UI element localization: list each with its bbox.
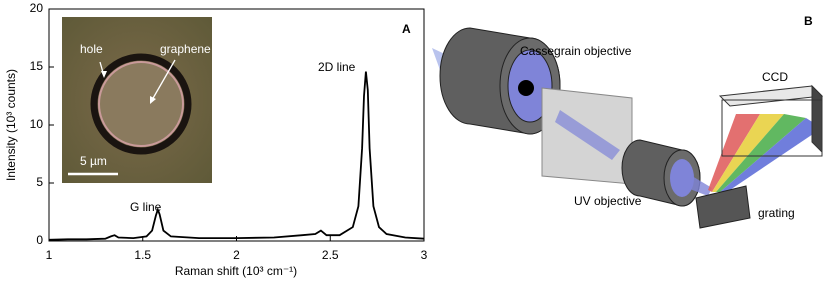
- panel-label: A: [402, 22, 411, 36]
- x-tick-label: 2.5: [322, 248, 339, 262]
- inset-label: hole: [80, 42, 103, 56]
- inset-label: graphene: [160, 42, 211, 56]
- y-tick-label: 10: [30, 117, 44, 131]
- x-tick-label: 1: [46, 248, 53, 262]
- y-tick-label: 5: [36, 175, 43, 189]
- y-tick-label: 0: [36, 233, 43, 247]
- y-tick-label: 15: [30, 59, 44, 73]
- x-tick-label: 3: [421, 248, 428, 262]
- annotation: 2D line: [318, 60, 356, 74]
- annotation: G line: [130, 200, 162, 214]
- x-tick-label: 1.5: [134, 248, 151, 262]
- diagram-label: UV objective: [574, 194, 642, 208]
- spectrum-line: [48, 71, 425, 241]
- scale-bar-label: 5 µm: [80, 154, 107, 168]
- x-axis-label: Raman shift (10³ cm⁻¹): [175, 264, 297, 278]
- y-tick-label: 20: [30, 1, 44, 15]
- panel-label: B: [804, 14, 813, 28]
- y-axis-label: Intensity (10³ counts): [4, 69, 18, 181]
- x-tick-label: 2: [233, 248, 240, 262]
- diagram-label: grating: [758, 206, 795, 220]
- inset-photo: [62, 17, 212, 183]
- diagram-label: CCD: [762, 70, 788, 84]
- diagram-label: Cassegrain objective: [520, 44, 632, 58]
- setup-diagram: [432, 27, 824, 229]
